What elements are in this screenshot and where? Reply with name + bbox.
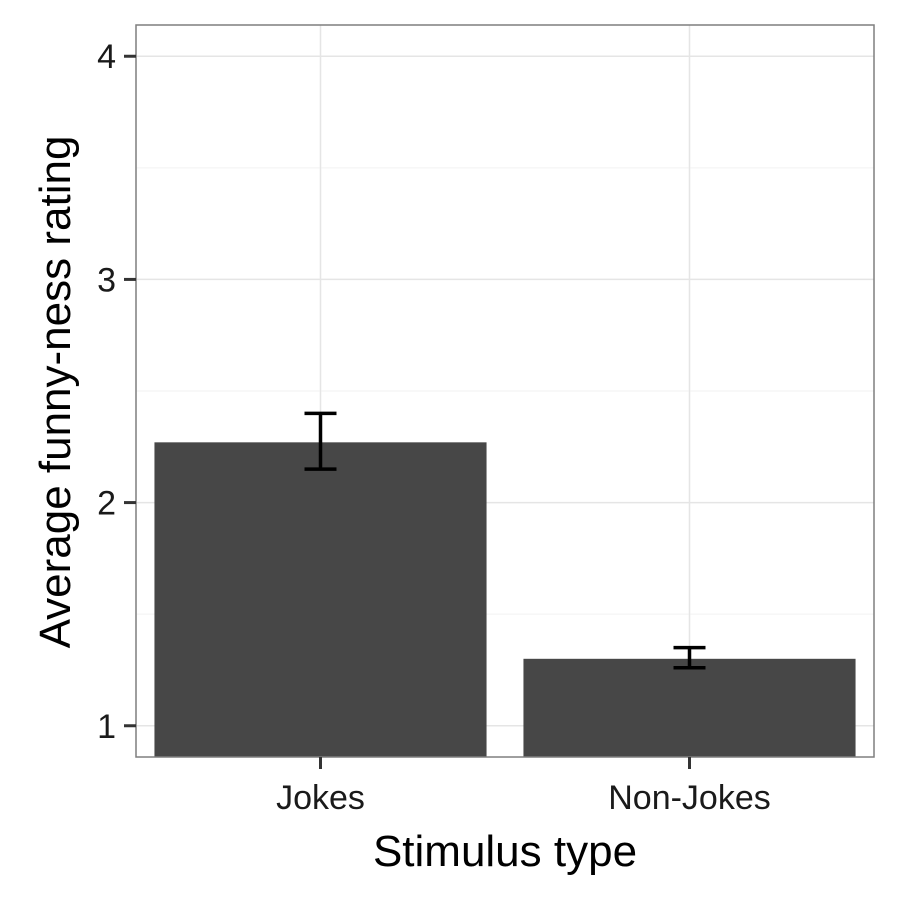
y-axis: 1 2 3 4 [97,38,136,746]
x-tick-label: Jokes [276,779,365,817]
y-tick-label: 4 [97,38,116,76]
bar-non-jokes [523,658,856,757]
error-bars [304,411,706,670]
x-tick-label: Non-Jokes [608,779,771,817]
error-bar-jokes [304,411,337,471]
bar-jokes [154,442,487,757]
x-axis: Jokes Non-Jokes [276,757,771,817]
x-axis-title: Stimulus type [373,827,637,876]
bars [154,442,856,757]
y-tick-label: 1 [97,708,116,746]
panel-border [135,24,875,758]
y-axis-title: Average funny-ness rating [31,136,80,649]
y-tick-label: 3 [97,261,116,299]
y-tick-label: 2 [97,485,116,523]
error-bar-non-jokes [673,645,706,670]
